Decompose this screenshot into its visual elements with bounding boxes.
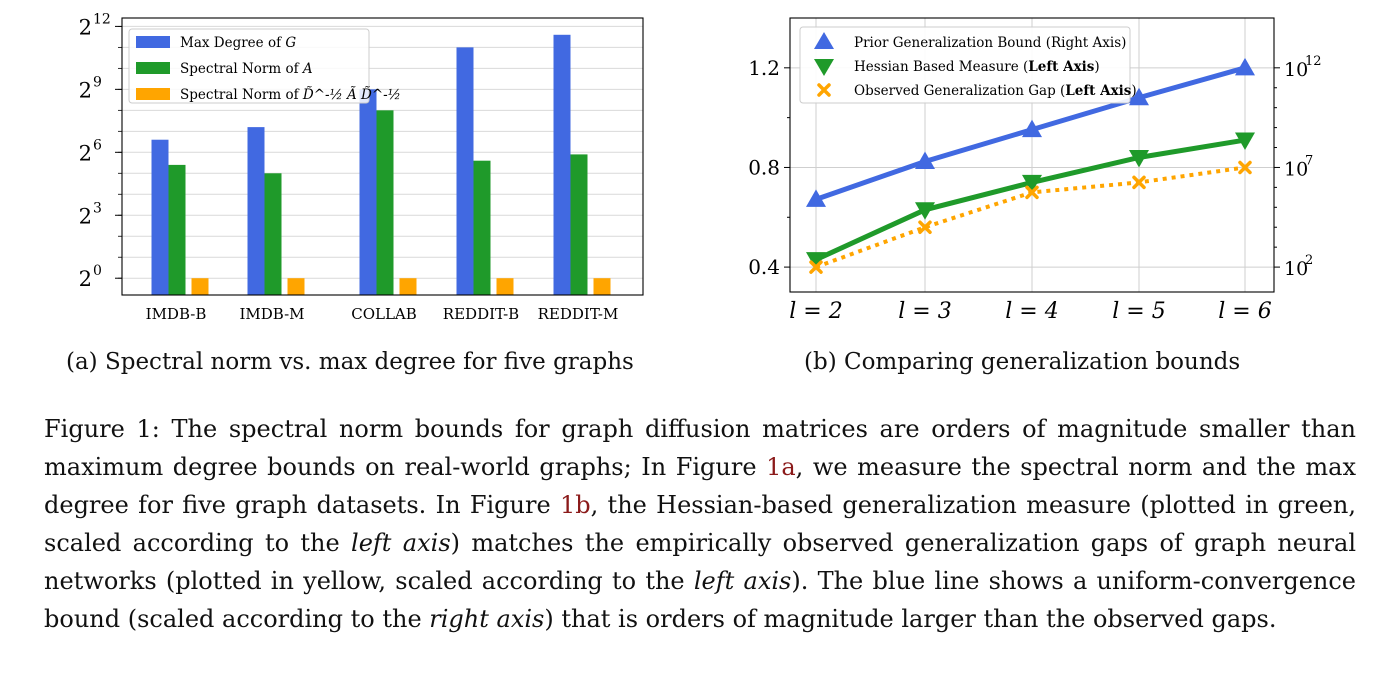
legend-swatch: [136, 88, 170, 100]
figure-caption: Figure 1: The spectral norm bounds for g…: [44, 415, 1357, 633]
data-point: [1025, 185, 1039, 200]
x-tick-label: REDDIT-M: [538, 305, 619, 323]
data-point: [915, 202, 935, 220]
legend-swatch: [136, 62, 170, 74]
data-point: [1235, 57, 1255, 76]
bar: [359, 89, 377, 296]
data-point: [1132, 175, 1146, 190]
data-point: [809, 260, 823, 274]
bar: [473, 160, 491, 295]
bar: [168, 164, 186, 295]
x-tick-label: l = 5: [1112, 299, 1165, 324]
legend-label: Observed Generalization Gap (Left Axis): [854, 83, 1137, 99]
bar: [570, 154, 588, 295]
legend-marker: [814, 32, 834, 49]
y-tick-label: 2: [79, 141, 92, 165]
bar: [151, 139, 169, 295]
x-tick-label: l = 4: [1005, 299, 1058, 324]
x-tick-label: IMDB-M: [239, 305, 304, 323]
legend-label: Spectral Norm of A: [180, 61, 313, 77]
bar: [456, 47, 474, 296]
bar: [191, 278, 209, 295]
data-point: [1235, 132, 1255, 151]
data-point: [1129, 87, 1149, 106]
x-tick-label: COLLAB: [351, 305, 417, 323]
legend-b: Prior Generalization Bound (Right Axis) H…: [799, 26, 1137, 104]
legend-box: [128, 28, 370, 104]
right-tick-base: 10: [1284, 158, 1308, 180]
x-tick-label: l = 2: [789, 299, 842, 324]
bar: [376, 110, 394, 295]
data-point: [806, 189, 826, 207]
right-tick-exponent: 7: [1305, 153, 1313, 168]
y-tick-label: 2: [79, 15, 92, 39]
x-tick-label: IMDB-B: [146, 305, 207, 323]
y-tick-label: 2: [79, 204, 92, 228]
ref-1b-link[interactable]: 1b: [559, 491, 591, 519]
bar: [399, 278, 417, 295]
legend-label: Prior Generalization Bound (Right Axis): [854, 35, 1126, 51]
y-tick-label: 2: [79, 78, 92, 102]
y-tick-exponent: 0: [93, 263, 102, 279]
x-tick-label: l = 3: [898, 299, 951, 324]
series-line: [814, 137, 1246, 262]
left-tick-label: 1.2: [748, 56, 780, 80]
legend-a: Max Degree of G Spectral Norm of A Spectra…: [128, 28, 401, 104]
data-point: [1022, 119, 1042, 138]
data-point: [915, 151, 935, 169]
data-point: [1129, 149, 1149, 168]
x-tick-label: REDDIT-B: [443, 305, 519, 323]
right-tick-exponent: 2: [1305, 253, 1313, 268]
subcaption-a: (a) Spectral norm vs. max degree for fiv…: [66, 349, 634, 375]
plot-frame: [789, 17, 1275, 293]
y-tick-exponent: 9: [93, 74, 102, 90]
legend-swatch: [136, 36, 170, 48]
legend-label: Spectral Norm of D̃^-½ Ã D̃^-½: [180, 87, 401, 103]
left-tick-label: 0.8: [748, 155, 780, 179]
bar: [496, 278, 514, 295]
subcaption-b: (b) Comparing generalization bounds: [804, 349, 1241, 375]
legend-label: Hessian Based Measure (Left Axis): [854, 59, 1100, 75]
bar: [593, 278, 611, 295]
x-tick-label: l = 6: [1218, 299, 1271, 324]
bar: [553, 34, 571, 296]
legend-marker: [814, 59, 834, 76]
caption-label: Figure 1:: [44, 415, 160, 443]
data-point: [1238, 160, 1252, 175]
right-tick-base: 10: [1284, 59, 1308, 81]
y-tick-exponent: 6: [93, 137, 102, 153]
legend-label: Max Degree of G: [180, 35, 296, 51]
y-tick-label: 2: [79, 267, 92, 291]
data-point: [1022, 174, 1042, 193]
right-tick-exponent: 12: [1305, 54, 1322, 69]
y-tick-exponent: 12: [93, 11, 111, 27]
y-tick-exponent: 3: [93, 200, 102, 216]
legend-box: [799, 26, 1131, 104]
ref-1a-link[interactable]: 1a: [766, 453, 796, 481]
bar: [287, 278, 305, 295]
right-tick-base: 10: [1284, 258, 1308, 280]
plot-frame: [121, 17, 644, 296]
left-tick-label: 0.4: [748, 255, 780, 279]
data-point: [806, 252, 826, 270]
bar: [247, 127, 265, 295]
data-point: [918, 220, 932, 234]
bar: [264, 173, 282, 295]
legend-marker: [817, 83, 831, 97]
